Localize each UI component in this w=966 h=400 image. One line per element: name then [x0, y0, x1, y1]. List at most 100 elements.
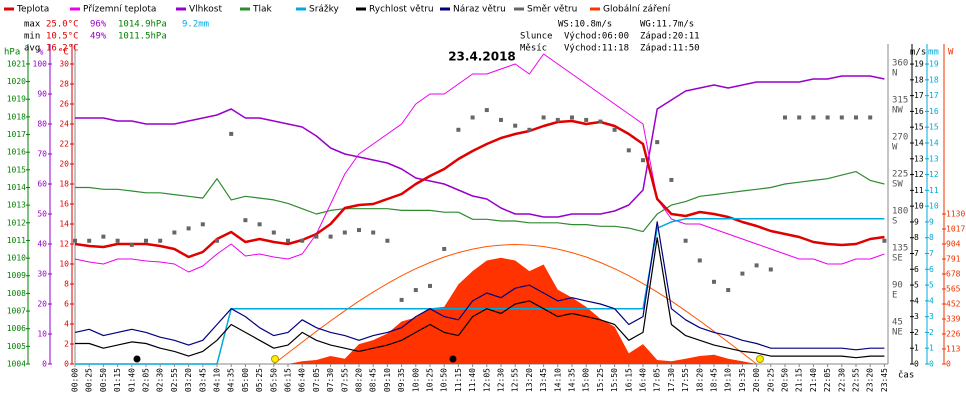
y-tick-label: 0 — [914, 360, 919, 369]
y-tick-label: 1015 — [7, 165, 26, 174]
x-tick-label: 18:20 — [695, 368, 704, 392]
y-tick-label: 16 — [914, 107, 924, 116]
stat-value: 96% — [90, 20, 107, 30]
direction-dot — [428, 283, 432, 288]
direction-dot — [570, 115, 574, 120]
x-tick-label: 00:50 — [99, 368, 108, 392]
y-tick-label: 135 — [892, 244, 908, 254]
direction-dot — [385, 238, 390, 243]
direction-dot — [158, 238, 163, 243]
series-line — [75, 237, 885, 359]
y-tick-label: 1009 — [7, 271, 26, 280]
y-tick-label: 4 — [64, 320, 69, 329]
x-tick-label: 03:45 — [198, 368, 207, 392]
y-tick-label: 10 — [59, 260, 69, 269]
y-tick-label: 1004 — [7, 360, 26, 369]
direction-dot — [683, 238, 688, 243]
y-tick-label: 24 — [59, 120, 69, 129]
x-tick-label: 22:05 — [823, 368, 832, 392]
wind-info: WS:10.8m/s — [558, 20, 612, 30]
x-tick-label: 02:05 — [142, 368, 151, 392]
legend-label: Náraz větru — [453, 5, 506, 15]
direction-dot — [697, 258, 702, 263]
x-tick-label: 00:25 — [85, 368, 94, 392]
moon-marker — [449, 355, 457, 363]
x-tick-label: 07:55 — [340, 368, 349, 392]
x-tick-label: 15:25 — [596, 368, 605, 392]
y-tick-label: 30 — [37, 270, 47, 279]
y-tick-label: 1012 — [7, 218, 26, 227]
direction-dot — [200, 222, 205, 227]
y-tick-label: 678 — [946, 270, 961, 279]
stat-value: 25.0°C — [46, 20, 79, 30]
x-tick-label: 06:15 — [284, 368, 293, 392]
y-tick-label: 26 — [59, 100, 69, 109]
y-tick-label: 7 — [914, 249, 919, 258]
moon-info: Měsíc — [520, 44, 547, 54]
y-tick-label: 1006 — [7, 324, 26, 333]
y-tick-label: 17 — [914, 91, 924, 100]
y-tick-label: 30 — [59, 60, 69, 69]
legend-label: Teplota — [16, 5, 49, 15]
y-tick-label: 14 — [914, 138, 924, 147]
direction-dot — [612, 127, 617, 132]
y-tick-label: 10 — [914, 202, 924, 211]
x-tick-label: 15:50 — [610, 368, 619, 392]
y-tick-label: 0 — [946, 360, 951, 369]
direction-dot — [442, 246, 447, 251]
y-tick-label: 50 — [37, 210, 47, 219]
y-tick-label: 0 — [929, 360, 934, 369]
direction-dot — [839, 115, 844, 120]
y-tick-label: 1018 — [7, 112, 26, 121]
y-tick-label: 6 — [64, 300, 69, 309]
direction-dot — [257, 222, 262, 227]
x-tick-label: 07:30 — [326, 368, 335, 392]
direction-dot — [413, 288, 418, 293]
legend-label: Přízemní teplota — [83, 5, 156, 15]
legend-label: Tlak — [252, 5, 273, 15]
y-tick-label: SE — [892, 254, 903, 264]
x-tick-label: 22:55 — [852, 368, 861, 392]
y-tick-label: SW — [892, 180, 903, 190]
y-tick-label: 791 — [946, 255, 961, 264]
axis-unit: m/s — [910, 48, 926, 58]
x-tick-label: 07:05 — [312, 368, 321, 392]
direction-dot — [470, 115, 475, 120]
y-tick-label: 1008 — [7, 289, 26, 298]
x-tick-label: 17:30 — [667, 368, 676, 392]
y-tick-label: 40 — [37, 240, 47, 249]
y-tick-label: 20 — [37, 300, 47, 309]
y-tick-label: 15 — [929, 123, 939, 132]
direction-dot — [712, 279, 716, 284]
x-tick-label: 23:45 — [880, 368, 889, 392]
series-line — [75, 218, 885, 365]
stat-value: 1011.5hPa — [118, 32, 167, 42]
direction-dot — [626, 148, 631, 153]
y-tick-label: 19 — [914, 60, 924, 69]
y-tick-label: S — [892, 217, 897, 227]
direction-dot — [87, 238, 92, 243]
direction-dot — [129, 242, 134, 247]
direction-dot — [768, 267, 773, 272]
direction-dot — [371, 230, 376, 235]
sun-info: Západ:20:11 — [640, 32, 700, 42]
series-line — [74, 221, 885, 351]
stat-value: 16.2°C — [46, 44, 79, 54]
x-tick-label: 01:15 — [113, 368, 122, 392]
sun-marker — [271, 355, 279, 363]
direction-dot — [243, 218, 248, 223]
y-tick-label: 1005 — [7, 342, 26, 351]
direction-dot — [186, 226, 191, 231]
y-tick-label: 1019 — [7, 95, 26, 104]
x-tick-label: 15:00 — [582, 368, 591, 392]
y-tick-label: 270 — [892, 133, 908, 143]
moon-info: Východ:11:18 — [564, 44, 629, 54]
moon-marker — [133, 355, 141, 363]
y-tick-label: 1130 — [946, 210, 965, 219]
stat-value: 10.5°C — [46, 32, 79, 42]
y-tick-label: 1017 — [7, 130, 26, 139]
y-tick-label: 70 — [37, 150, 47, 159]
series-area — [75, 257, 885, 364]
y-tick-label: 3 — [914, 312, 919, 321]
y-tick-label: 1007 — [7, 307, 26, 316]
